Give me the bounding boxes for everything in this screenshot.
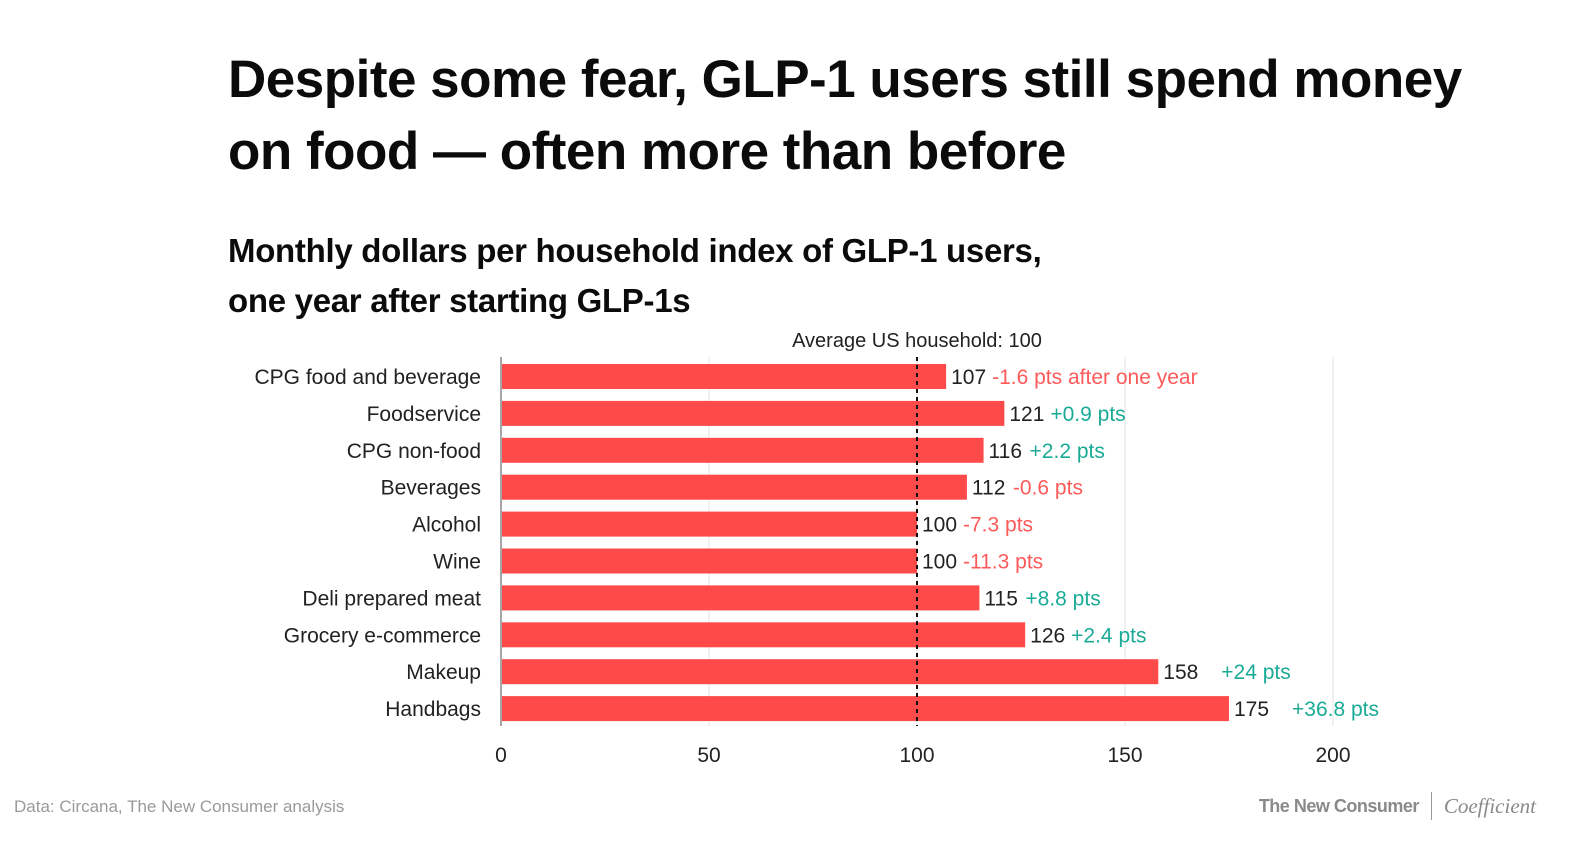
subtitle-line-1: Monthly dollars per household index of G…	[228, 232, 1042, 269]
reference-line-group: Average US household: 100	[792, 330, 1042, 726]
value-label: 107	[951, 366, 986, 389]
bar	[502, 548, 917, 574]
category-label: CPG food and beverage	[255, 366, 482, 389]
brand-coefficient: Coefficient	[1443, 793, 1536, 818]
change-label: -0.6 pts	[1013, 477, 1083, 500]
category-label: Alcohol	[412, 514, 481, 537]
category-label: CPG non-food	[347, 440, 481, 463]
value-label: 100	[922, 551, 957, 574]
x-tick-label: 50	[697, 744, 720, 767]
value-label: 112	[972, 477, 1005, 500]
category-label: Wine	[433, 551, 481, 574]
labels: CPG food and beverage 107 -1.6 pts after o…	[255, 366, 1379, 721]
x-tick-label: 0	[495, 744, 507, 767]
brand-separator	[1430, 792, 1432, 820]
x-tick-label: 200	[1315, 744, 1350, 767]
change-label: +36.8 pts	[1292, 698, 1379, 721]
value-label: 100	[922, 514, 957, 537]
reference-line-label: Average US household: 100	[792, 330, 1042, 352]
change-label: +0.9 pts	[1050, 403, 1125, 426]
brand-the-new-consumer: The New Consumer	[1258, 795, 1420, 816]
value-label: 158	[1163, 661, 1198, 684]
x-tick-label: 150	[1107, 744, 1142, 767]
category-label: Handbags	[385, 698, 481, 721]
bar	[502, 474, 967, 500]
chart-title: Despite some fear, GLP-1 users still spe…	[228, 50, 1462, 181]
bar	[502, 696, 1229, 722]
change-label: +24 pts	[1221, 661, 1290, 684]
bar	[502, 659, 1159, 685]
change-label: +2.4 pts	[1071, 624, 1146, 647]
bar	[502, 400, 1005, 426]
change-label: -11.3 pts	[963, 551, 1043, 574]
x-axis-ticks: 0 50 100 150 200	[495, 744, 1350, 767]
bar	[502, 364, 947, 389]
category-label: Makeup	[406, 661, 481, 684]
category-label: Foodservice	[367, 403, 481, 426]
value-label: 115	[984, 587, 1017, 610]
bar	[502, 622, 1026, 648]
bar	[502, 585, 980, 611]
value-label: 121	[1009, 403, 1044, 426]
value-label: 116	[989, 440, 1022, 463]
bar	[502, 511, 917, 537]
category-label: Beverages	[381, 477, 481, 500]
bars	[502, 364, 1229, 722]
source-note: Data: Circana, The New Consumer analysis	[14, 797, 345, 816]
bar	[502, 437, 984, 463]
brand-logos: The New Consumer Coefficient	[1259, 792, 1536, 820]
value-label: 126	[1030, 624, 1065, 647]
category-label: Grocery e-commerce	[284, 624, 481, 647]
change-label: +2.2 pts	[1030, 440, 1105, 463]
change-label: -1.6 pts after one year	[992, 366, 1197, 389]
chart-subtitle: Monthly dollars per household index of G…	[228, 226, 1328, 326]
value-label: 175	[1234, 698, 1269, 721]
category-label: Deli prepared meat	[302, 587, 481, 610]
x-tick-label: 100	[899, 744, 934, 767]
change-label: -7.3 pts	[963, 514, 1033, 537]
subtitle-line-2: one year after starting GLP-1s	[228, 282, 691, 319]
change-label: +8.8 pts	[1025, 587, 1100, 610]
